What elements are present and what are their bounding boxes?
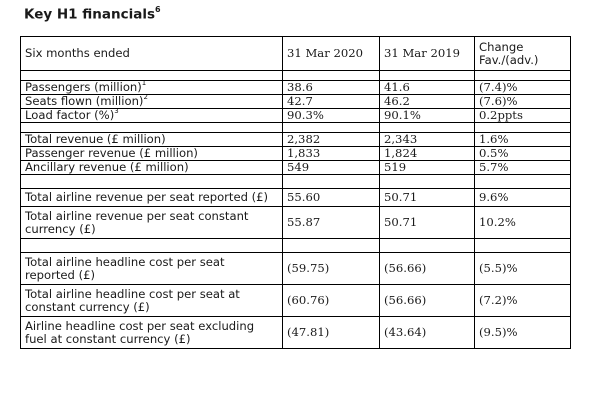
row-label: Total airline headline cost per seat at … <box>20 284 283 317</box>
row-label: Passengers (million)1 <box>20 80 283 95</box>
table-row: Ancillary revenue (£ million) 549 519 5.… <box>20 160 571 175</box>
row-label: Airline headline cost per seat excluding… <box>20 316 283 349</box>
value-2020: 549 <box>282 160 380 175</box>
value-2019: 519 <box>379 160 475 175</box>
value-2020: 38.6 <box>282 80 380 95</box>
header-change: Change Fav./(adv.) <box>474 36 571 71</box>
value-change: 1.6% <box>474 132 571 147</box>
value-change: (7.2)% <box>474 284 571 317</box>
value-2019: (56.66) <box>379 284 475 317</box>
value-change: 0.5% <box>474 146 571 161</box>
spacer-row <box>20 70 571 81</box>
page-title: Key H1 financials6 <box>24 5 161 23</box>
value-2019: 90.1% <box>379 108 475 123</box>
table-row: Seats flown (million)2 42.7 46.2 (7.6)% <box>20 94 571 109</box>
table-row: Total revenue (£ million) 2,382 2,343 1.… <box>20 132 571 147</box>
title-footnote: 6 <box>155 5 161 14</box>
title-text: Key H1 financials <box>24 6 156 23</box>
header-change-line1: Change <box>479 39 524 54</box>
row-footnote: 1 <box>141 80 147 88</box>
header-row: Six months ended 31 Mar 2020 31 Mar 2019… <box>20 36 571 71</box>
table-row: Passenger revenue (£ million) 1,833 1,82… <box>20 146 571 161</box>
value-change: (9.5)% <box>474 316 571 349</box>
value-change: 5.7% <box>474 160 571 175</box>
row-label: Total revenue (£ million) <box>20 132 283 147</box>
value-change: 9.6% <box>474 188 571 207</box>
value-2019: 2,343 <box>379 132 475 147</box>
value-2019: (43.64) <box>379 316 475 349</box>
value-2019: 50.71 <box>379 188 475 207</box>
table-row: Airline headline cost per seat excluding… <box>20 316 571 349</box>
row-footnote: 2 <box>143 94 148 102</box>
table-row: Total airline revenue per seat reported … <box>20 188 571 207</box>
table-row: Total airline headline cost per seat at … <box>20 284 571 317</box>
value-change: (5.5)% <box>474 252 571 285</box>
value-2019: 50.71 <box>379 206 475 239</box>
financials-table: Six months ended 31 Mar 2020 31 Mar 2019… <box>20 36 571 349</box>
value-change: 0.2ppts <box>474 108 571 123</box>
row-label: Total airline revenue per seat constant … <box>20 206 283 239</box>
value-2019: 46.2 <box>379 94 475 109</box>
table-row: Total airline revenue per seat constant … <box>20 206 571 239</box>
spacer-row <box>20 174 571 189</box>
value-2020: 42.7 <box>282 94 380 109</box>
table-row: Total airline headline cost per seat rep… <box>20 252 571 285</box>
value-change: (7.4)% <box>474 80 571 95</box>
value-2020: 1,833 <box>282 146 380 161</box>
value-2020: 55.87 <box>282 206 380 239</box>
header-2020: 31 Mar 2020 <box>282 36 380 71</box>
row-label: Passenger revenue (£ million) <box>20 146 283 161</box>
value-2020: (59.75) <box>282 252 380 285</box>
value-change: (7.6)% <box>474 94 571 109</box>
spacer-row <box>20 238 571 253</box>
row-label: Seats flown (million)2 <box>20 94 283 109</box>
value-2020: 90.3% <box>282 108 380 123</box>
row-footnote: 3 <box>114 108 119 116</box>
table-row: Passengers (million)1 38.6 41.6 (7.4)% <box>20 80 571 95</box>
row-label: Total airline revenue per seat reported … <box>20 188 283 207</box>
value-2020: 55.60 <box>282 188 380 207</box>
header-change-line2: Fav./(adv.) <box>479 52 539 67</box>
spacer-row <box>20 122 571 133</box>
row-label: Ancillary revenue (£ million) <box>20 160 283 175</box>
row-label: Load factor (%)3 <box>20 108 283 123</box>
value-2020: (47.81) <box>282 316 380 349</box>
value-2019: (56.66) <box>379 252 475 285</box>
table-row: Load factor (%)3 90.3% 90.1% 0.2ppts <box>20 108 571 123</box>
value-2020: 2,382 <box>282 132 380 147</box>
value-change: 10.2% <box>474 206 571 239</box>
value-2019: 41.6 <box>379 80 475 95</box>
value-2019: 1,824 <box>379 146 475 161</box>
header-2019: 31 Mar 2019 <box>379 36 475 71</box>
header-label: Six months ended <box>20 36 283 71</box>
value-2020: (60.76) <box>282 284 380 317</box>
row-label: Total airline headline cost per seat rep… <box>20 252 283 285</box>
